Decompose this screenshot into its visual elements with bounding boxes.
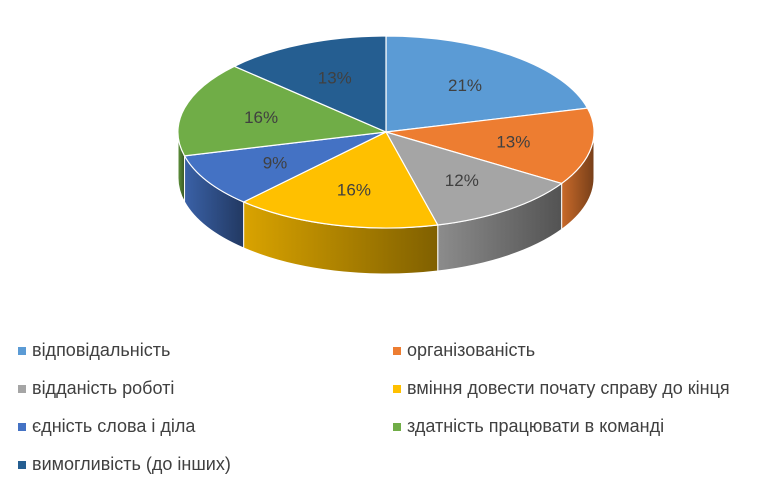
legend-label: організованість <box>407 340 536 360</box>
legend-item-організованість: організованість <box>393 340 535 361</box>
legend-item-здатність-працювати-в-команді: здатність працювати в команді <box>393 416 664 437</box>
pie-data-labels: 21% 13% 12% 16% 9% 16% 13% <box>244 68 530 199</box>
pie-slice-здатність-працювати-в-команді <box>177 65 389 157</box>
pie-slice-відповідальність <box>385 35 589 133</box>
data-label-здатність-працювати-в-команді: 16% <box>244 108 278 127</box>
legend-label: вміння довести почату справу до кінця <box>407 378 730 398</box>
legend-item-вміння-довести-почату-справу-до-кінця: вміння довести почату справу до кінця <box>393 378 730 399</box>
chart-legend: відповідальність організованість відданіст… <box>0 330 782 490</box>
legend-swatch <box>18 422 26 431</box>
pie-slice-вимогливість-до-інших <box>232 35 387 133</box>
data-label-організованість: 13% <box>496 132 530 151</box>
data-label-єдність-слова-і-діла: 9% <box>263 153 288 172</box>
legend-swatch <box>393 346 401 355</box>
legend-swatch <box>393 384 401 393</box>
pie-chart: 21% 13% 12% 16% 9% 16% 13% <box>177 35 595 275</box>
legend-swatch <box>18 460 26 469</box>
pie-tops <box>177 35 595 229</box>
legend-label: відповідальність <box>32 340 171 360</box>
legend-item-єдність-слова-і-діла: єдність слова і діла <box>18 416 195 437</box>
legend-item-відданість-роботі: відданість роботі <box>18 378 174 399</box>
legend-label: здатність працювати в команді <box>407 416 665 436</box>
legend-label: вимогливість (до інших) <box>32 454 231 474</box>
legend-swatch <box>393 422 401 431</box>
pie-slice-відданість-роботі <box>384 131 563 226</box>
data-label-вимогливість-до-інших: 13% <box>318 68 352 87</box>
legend-label: єдність слова і діла <box>32 416 196 436</box>
legend-item-вимогливість-до-інших: вимогливість (до інших) <box>18 454 231 475</box>
pie-slice-єдність-слова-і-діла <box>183 131 387 203</box>
data-label-відповідальність: 21% <box>448 76 482 95</box>
legend-swatch <box>18 384 26 393</box>
legend-swatch <box>18 346 26 355</box>
legend-item-відповідальність: відповідальність <box>18 340 170 361</box>
legend-label: відданість роботі <box>32 378 175 398</box>
data-label-відданість-роботі: 12% <box>445 171 479 190</box>
data-label-вміння-довести-почату-справу-до-кінця: 16% <box>337 181 371 200</box>
pie-slice-вміння-довести-почату-справу-до-кінця <box>242 131 439 229</box>
pie-slice-організованість <box>385 107 595 185</box>
